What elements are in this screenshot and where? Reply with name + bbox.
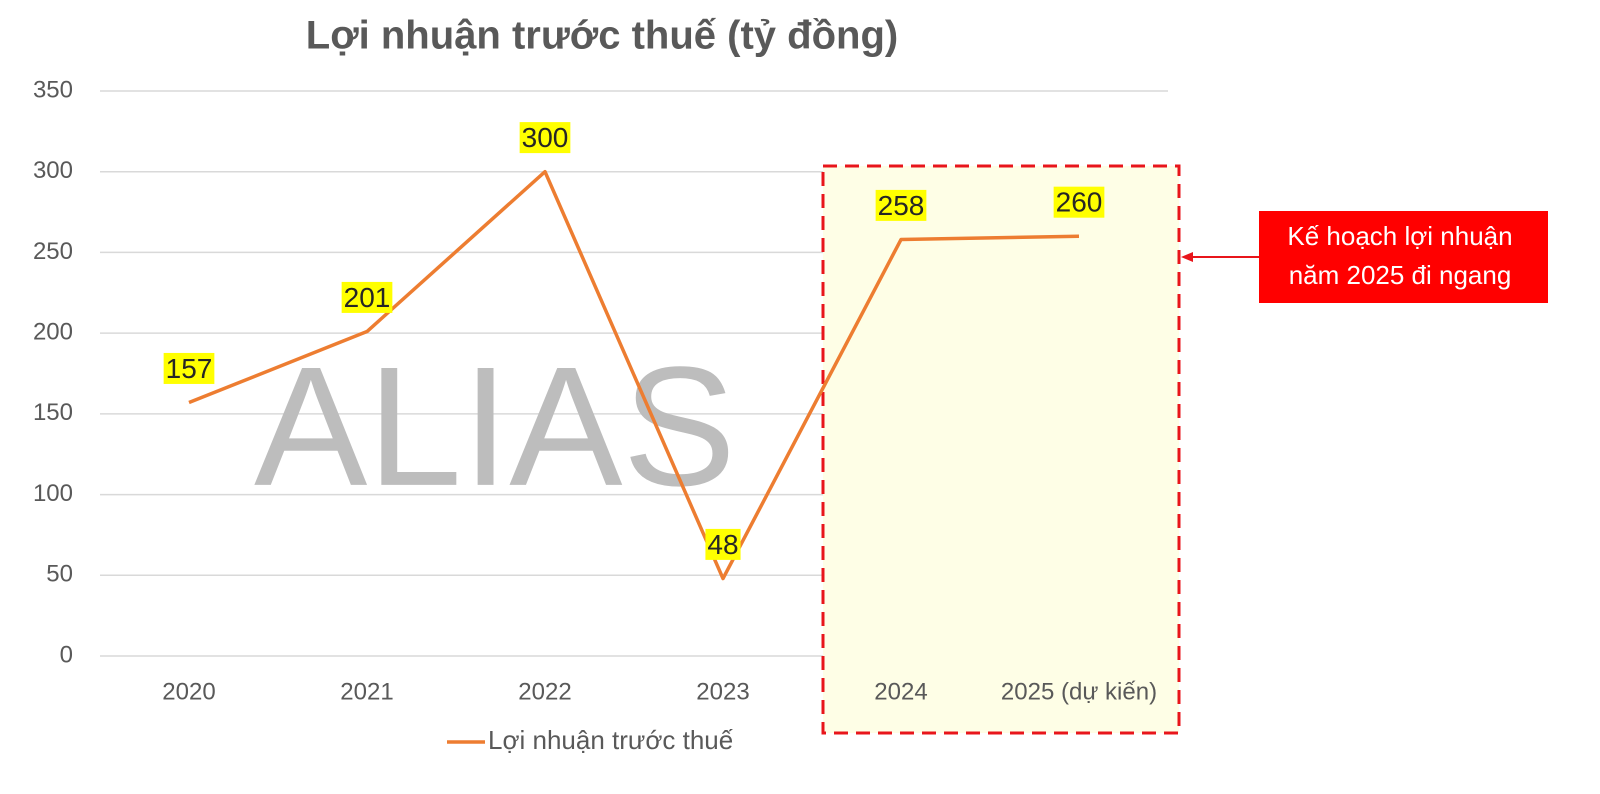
series-line bbox=[188, 169, 1080, 581]
plot: 157 201 300 48 258 260 bbox=[163, 122, 1105, 581]
y-tick-label: 200 bbox=[33, 318, 73, 345]
data-label: 48 bbox=[707, 529, 738, 560]
x-tick-label: 2024 bbox=[874, 678, 927, 705]
x-tick-label: 2022 bbox=[518, 678, 571, 705]
data-label-bg bbox=[341, 281, 393, 313]
data-label: 157 bbox=[166, 353, 213, 384]
data-label-bg bbox=[519, 122, 571, 154]
highlight-box bbox=[821, 164, 1181, 735]
annotation-text: Kế hoạch lợi nhuận bbox=[1287, 221, 1512, 251]
data-label-bg bbox=[875, 189, 927, 221]
x-tick-label: 2025 (dự kiến) bbox=[1001, 678, 1157, 705]
y-tick-label: 250 bbox=[33, 238, 73, 265]
watermark: ALIAS bbox=[254, 332, 736, 522]
y-tick-label: 50 bbox=[46, 561, 73, 588]
legend-label: Lợi nhuận trước thuế bbox=[488, 725, 734, 755]
data-label: 300 bbox=[522, 122, 569, 153]
data-label-bg bbox=[705, 528, 741, 560]
x-tick-label: 2023 bbox=[696, 678, 749, 705]
annotation-text: năm 2025 đi ngang bbox=[1289, 260, 1512, 290]
chart-title: Lợi nhuận trước thuế (tỷ đồng) bbox=[306, 14, 898, 58]
annotation-box bbox=[1259, 211, 1548, 303]
data-label-bg bbox=[163, 352, 215, 384]
x-tick-label: 2021 bbox=[340, 678, 393, 705]
y-tick-label: 350 bbox=[33, 76, 73, 103]
data-label: 201 bbox=[344, 282, 391, 313]
data-label: 258 bbox=[878, 190, 925, 221]
y-tick-label: 300 bbox=[33, 157, 73, 184]
x-tick-label: 2020 bbox=[162, 678, 215, 705]
annotation-arrowhead bbox=[1181, 252, 1193, 262]
y-tick-label: 150 bbox=[33, 399, 73, 426]
grid: 0 50 100 150 200 250 300 350 bbox=[33, 76, 1168, 668]
y-tick-label: 0 bbox=[60, 641, 73, 668]
data-label-bg bbox=[1053, 186, 1105, 218]
y-tick-label: 100 bbox=[33, 480, 73, 507]
data-label: 260 bbox=[1056, 187, 1103, 218]
